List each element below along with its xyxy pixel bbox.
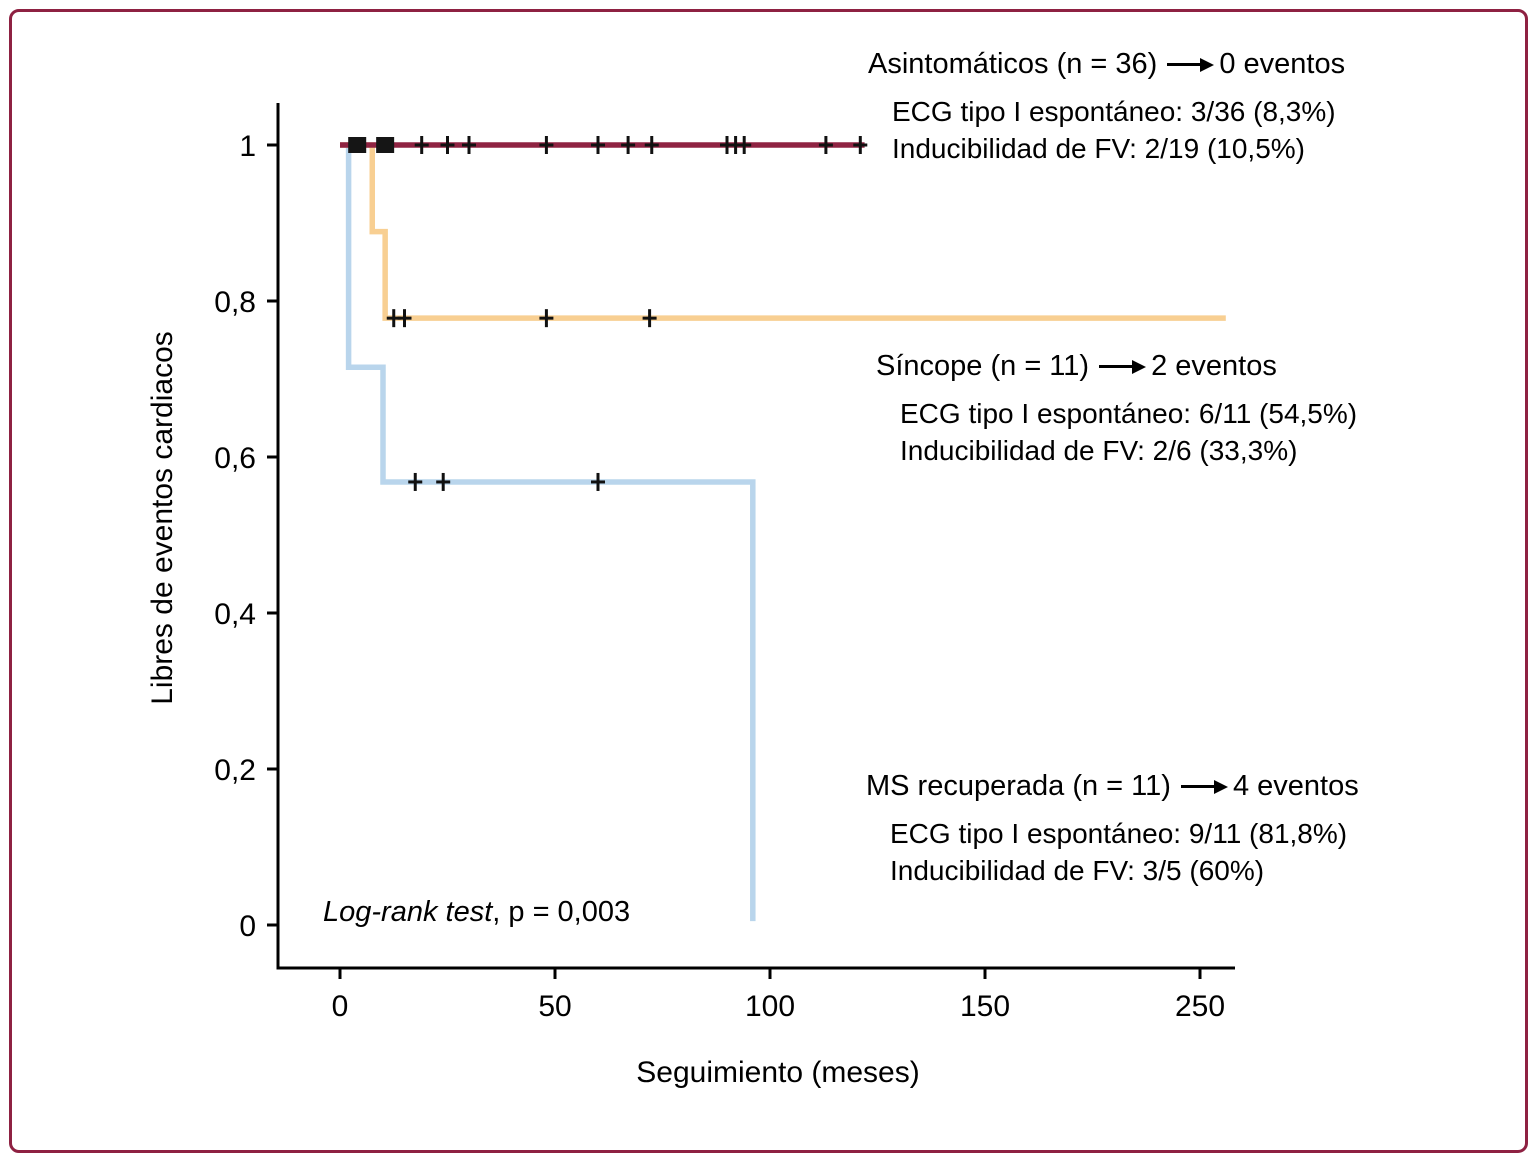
svg-text:250: 250 xyxy=(1175,990,1225,1023)
arrow-icon xyxy=(1167,63,1202,66)
series-asintomaticos-detail-ecg: ECG tipo I espontáneo: 3/36 (8,3%) xyxy=(892,96,1336,127)
annotation-ms-recuperada-details: ECG tipo I espontáneo: 9/11 (81,8%) Indu… xyxy=(890,815,1359,889)
series-ms-recuperada-events: 4 eventos xyxy=(1232,770,1359,802)
svg-text:0,6: 0,6 xyxy=(214,442,256,475)
series-sincope-detail-fv: Inducibilidad de FV: 2/6 (33,3%) xyxy=(900,435,1298,466)
annotation-ms-recuperada: MS recuperada (n = 11) 4 eventos ECG tip… xyxy=(866,770,1359,889)
annotation-sincope-details: ECG tipo I espontáneo: 6/11 (54,5%) Indu… xyxy=(900,395,1357,469)
series-asintomaticos-label: Asintomáticos (n = 36) xyxy=(868,48,1158,80)
annotation-asintomaticos: Asintomáticos (n = 36) 0 eventos ECG tip… xyxy=(868,48,1345,167)
y-axis-title: Libres de eventos cardiacos xyxy=(146,331,179,705)
annotation-sincope-title: Síncope (n = 11) 2 eventos xyxy=(876,350,1357,383)
series-asintomaticos-detail-fv: Inducibilidad de FV: 2/19 (10,5%) xyxy=(892,133,1305,164)
annotation-ms-recuperada-title: MS recuperada (n = 11) 4 eventos xyxy=(866,770,1359,803)
svg-text:150: 150 xyxy=(960,990,1010,1023)
arrow-icon xyxy=(1180,785,1215,788)
logrank-test-name: Log-rank test xyxy=(323,896,493,928)
svg-text:0,8: 0,8 xyxy=(214,286,256,319)
svg-text:100: 100 xyxy=(745,990,795,1023)
annotation-sincope: Síncope (n = 11) 2 eventos ECG tipo I es… xyxy=(876,350,1357,469)
svg-text:50: 50 xyxy=(538,990,571,1023)
svg-text:0: 0 xyxy=(332,990,349,1023)
series-asintomaticos-events: 0 eventos xyxy=(1219,48,1346,80)
annotation-asintomaticos-title: Asintomáticos (n = 36) 0 eventos xyxy=(868,48,1345,81)
series-sincope-events: 2 eventos xyxy=(1151,350,1277,382)
svg-text:0,2: 0,2 xyxy=(214,754,256,787)
x-axis-title: Seguimiento (meses) xyxy=(636,1056,920,1089)
logrank-p-value: , p = 0,003 xyxy=(492,896,631,928)
series-ms-recuperada-detail-ecg: ECG tipo I espontáneo: 9/11 (81,8%) xyxy=(890,818,1348,849)
svg-text:1: 1 xyxy=(239,130,256,163)
svg-text:0,4: 0,4 xyxy=(214,598,256,631)
series-sincope-label: Síncope (n = 11) xyxy=(876,350,1090,382)
annotation-asintomaticos-details: ECG tipo I espontáneo: 3/36 (8,3%) Induc… xyxy=(892,93,1345,167)
series-ms-recuperada-label: MS recuperada (n = 11) xyxy=(866,770,1171,802)
series-sincope-detail-ecg: ECG tipo I espontáneo: 6/11 (54,5%) xyxy=(900,398,1358,429)
logrank-annotation: Log-rank test, p = 0,003 xyxy=(323,896,630,929)
svg-text:0: 0 xyxy=(239,910,256,943)
arrow-icon xyxy=(1099,365,1134,368)
series-ms-recuperada-detail-fv: Inducibilidad de FV: 3/5 (60%) xyxy=(890,855,1265,886)
